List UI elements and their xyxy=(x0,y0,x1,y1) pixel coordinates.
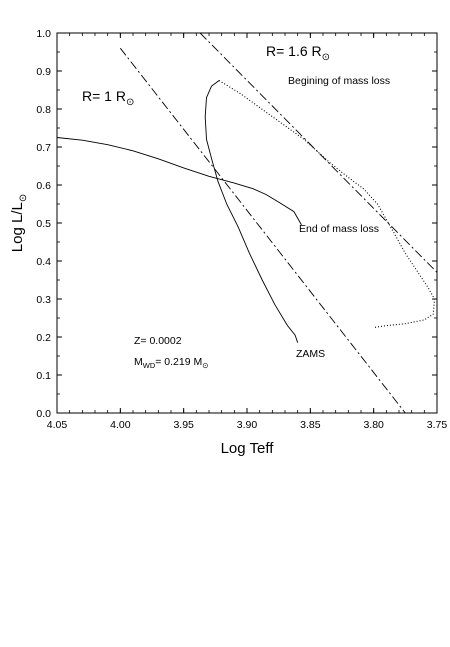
label-r16-main: R= 1.6 R xyxy=(266,43,322,59)
label-r1-sun-symbol: ⊙ xyxy=(126,97,134,108)
y-tick-label: 0.7 xyxy=(36,142,51,154)
series-line-5-dashdot xyxy=(199,33,437,273)
y-tick-label: 0.9 xyxy=(36,66,51,78)
x-tick-label: 3.75 xyxy=(427,419,448,431)
x-tick-label: 3.85 xyxy=(300,419,321,431)
x-tick-label: 4.00 xyxy=(110,419,131,431)
label-wd-mass-subscript: WD xyxy=(143,361,156,370)
y-tick-label: 0.6 xyxy=(36,180,51,192)
plot-marks xyxy=(57,33,437,413)
label-r1: R= 1 R⊙ xyxy=(82,88,134,108)
y-tick-label: 0.5 xyxy=(36,218,51,230)
y-tick-label: 0.8 xyxy=(36,104,51,116)
label-wd-mass-value: = 0.219 M xyxy=(155,356,202,368)
x-tick-label: 3.95 xyxy=(173,419,194,431)
label-zams: ZAMS xyxy=(296,348,325,360)
y-tick-label: 1.0 xyxy=(36,28,51,40)
series-line-2-solid xyxy=(204,80,299,343)
label-r16: R= 1.6 R⊙ xyxy=(266,43,330,63)
y-tick-label: 0.2 xyxy=(36,332,51,344)
y-axis-ticks: 0.0 0.1 0.2 0.3 0.4 0.5 0.6 0.7 0.8 0.9 1.0 xyxy=(36,28,437,420)
x-tick-label: 3.90 xyxy=(237,419,258,431)
y-tick-label: 0.4 xyxy=(36,256,51,268)
x-axis-ticks: 4.05 4.00 3.95 3.90 3.85 3.80 3.75 xyxy=(47,33,448,431)
y-axis-title: Log L/L⊙ xyxy=(9,194,29,252)
label-metallicity: Z= 0.0002 xyxy=(134,335,182,347)
label-end-mass-loss: End of mass loss xyxy=(299,223,379,235)
label-r16-sun-symbol: ⊙ xyxy=(322,52,330,63)
y-tick-label: 0.3 xyxy=(36,294,51,306)
y-tick-label: 0.0 xyxy=(36,408,51,420)
label-r1-main: R= 1 R xyxy=(82,88,126,104)
label-wd-mass: MWD= 0.219 M⊙ xyxy=(134,356,209,370)
label-wd-mass-symbol: M xyxy=(134,356,143,368)
y-tick-label: 0.1 xyxy=(36,370,51,382)
x-tick-label: 4.05 xyxy=(47,419,68,431)
x-tick-label: 3.80 xyxy=(363,419,384,431)
y-axis-title-sun-symbol: ⊙ xyxy=(18,194,29,202)
label-wd-mass-sun-symbol: ⊙ xyxy=(202,361,208,370)
series-line-3-dotted xyxy=(218,80,436,329)
x-axis-title: Log Teff xyxy=(221,440,275,457)
y-axis-title-main: Log L/L xyxy=(9,202,26,252)
label-begin-mass-loss: Begining of mass loss xyxy=(288,75,390,87)
series-line-1-solid xyxy=(57,137,302,226)
